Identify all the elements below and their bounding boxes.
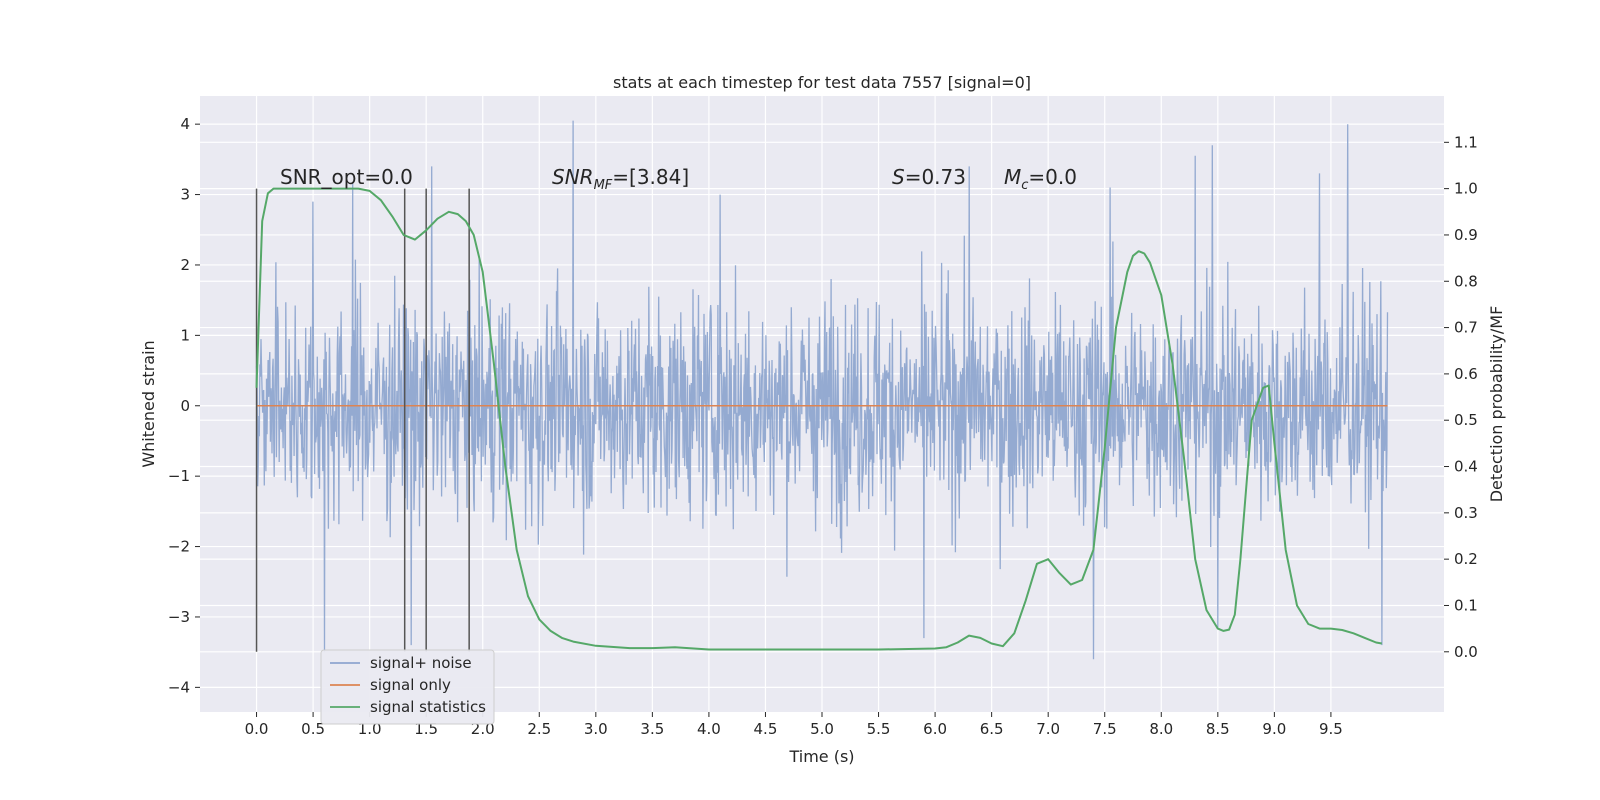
annotation-snr-mf: SNRMF=[3.84] (552, 165, 689, 193)
legend-label-signal-only: signal only (370, 676, 451, 694)
snr-mf-val: =[3.84] (612, 165, 689, 189)
signal-noise-line (255, 120, 1389, 660)
x-tick-label: 7.0 (1036, 720, 1060, 738)
x-tick-label: 0.5 (301, 720, 325, 738)
x-tick-label: 8.0 (1149, 720, 1173, 738)
y2-tick-label: 0.0 (1454, 643, 1478, 661)
y-axis-ticks: 4 3 2 1 0 −1 −2 −3 −4 (168, 115, 200, 696)
y2-tick-label: 1.0 (1454, 180, 1478, 198)
y2-tick-label: 0.4 (1454, 458, 1478, 476)
snr-mf-var: SNR (552, 165, 594, 189)
annotation-s: S=0.73 (892, 165, 966, 189)
y-tick-label: 1 (180, 326, 190, 344)
y2-tick-label: 0.7 (1454, 319, 1478, 337)
y2-tick-label: 0.5 (1454, 411, 1478, 429)
y-tick-label: −3 (168, 608, 190, 626)
x-tick-label: 0.0 (245, 720, 269, 738)
vertical-markers (255, 188, 470, 652)
legend: signal+ noise signal only signal statist… (320, 649, 495, 725)
x-tick-label: 4.0 (697, 720, 721, 738)
y-tick-label: 0 (180, 397, 190, 415)
y2-tick-label: 0.9 (1454, 226, 1478, 244)
y-tick-label: −4 (168, 678, 190, 696)
mc-val: =0.0 (1028, 165, 1077, 189)
x-axis-label: Time (s) (788, 747, 854, 766)
x-tick-label: 5.0 (810, 720, 834, 738)
s-val: =0.73 (905, 165, 966, 189)
y2-tick-label: 0.1 (1454, 596, 1478, 614)
y2-tick-label: 0.2 (1454, 550, 1478, 568)
snr-mf-sub: MF (594, 178, 613, 193)
y-tick-label: −2 (168, 538, 190, 556)
y-tick-label: 4 (180, 115, 190, 133)
x-tick-label: 8.5 (1206, 720, 1230, 738)
x-tick-label: 7.5 (1093, 720, 1117, 738)
y2-tick-label: 0.8 (1454, 272, 1478, 290)
s-var: S (892, 165, 905, 189)
signal-statistics-line (255, 187, 1382, 651)
y2-tick-label: 0.3 (1454, 504, 1478, 522)
legend-box (320, 649, 495, 725)
x-tick-label: 3.5 (640, 720, 664, 738)
signal-statistics-series (255, 187, 1382, 651)
chart-title: stats at each timestep for test data 755… (613, 73, 1031, 92)
annotations: SNR_opt=0.0 SNRMF=[3.84] S=0.73 Mc=0.0 (280, 165, 1077, 193)
y2-tick-label: 0.6 (1454, 365, 1478, 383)
x-tick-label: 3.0 (584, 720, 608, 738)
signal-noise-series (255, 120, 1389, 660)
mc-var: M (1004, 165, 1021, 189)
x-tick-label: 9.5 (1319, 720, 1343, 738)
x-tick-label: 6.5 (980, 720, 1004, 738)
annotation-snr-opt: SNR_opt=0.0 (280, 165, 413, 189)
x-tick-label: 2.5 (527, 720, 551, 738)
mc-sub: c (1021, 178, 1028, 193)
y2-tick-label: 1.1 (1454, 133, 1478, 151)
x-axis-ticks: 0.0 0.5 1.0 1.5 2.0 2.5 3.0 3.5 4.0 4.5 5.0 5.5 6.0 6… (245, 712, 1343, 738)
x-tick-label: 4.5 (754, 720, 778, 738)
y-tick-label: −1 (168, 467, 190, 485)
y-tick-label: 2 (180, 256, 190, 274)
y2-axis-label: Detection probability/MF (1487, 306, 1506, 503)
y-axis-label: Whitened strain (139, 340, 158, 467)
x-tick-label: 9.0 (1262, 720, 1286, 738)
annotation-mc: Mc=0.0 (1004, 165, 1077, 193)
legend-label-signal-noise: signal+ noise (370, 654, 472, 672)
y-tick-label: 3 (180, 186, 190, 204)
x-tick-label: 6.0 (923, 720, 947, 738)
legend-label-signal-statistics: signal statistics (370, 698, 486, 716)
y2-axis-ticks: 1.1 1.0 0.9 0.8 0.7 0.6 0.5 0.4 0.3 0.2 0.1 0.0 (1444, 133, 1478, 661)
x-tick-label: 5.5 (867, 720, 891, 738)
